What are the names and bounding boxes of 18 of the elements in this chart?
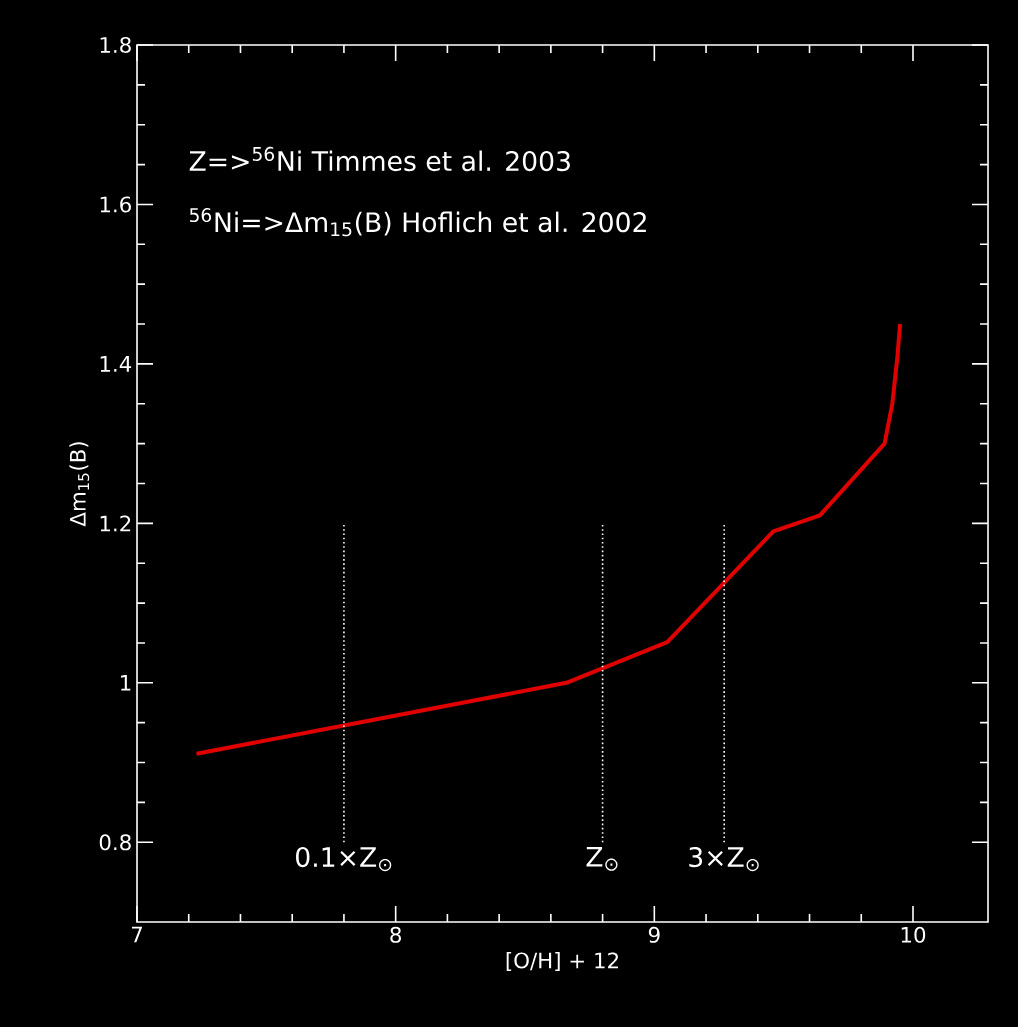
annotation: Z=>$^{56}$Ni Timmes et al. 2003 [189,146,570,172]
x-tick-label: 7 [131,926,142,943]
x-tick-label: 10 [901,926,926,943]
y-tick-label: 0.8 [99,834,131,851]
annotation: $^{56}$Ni=>Δm$_{15}$(B) Hoflich et al. 2002 [189,207,646,237]
y-tick-label: 1 [121,675,131,691]
y-tick-label: 1.4 [100,356,132,372]
y-tick-label: 1.6 [100,196,131,213]
annotation: Z$_{⊙}$ [586,846,618,871]
x-axis-title: [O/H] + 12 [506,952,618,972]
y-axis-title: Δm$_{15}$(B) [69,442,90,527]
y-tick-label: 1.2 [100,515,131,532]
annotation: 3×Z$_{⊙}$ [689,846,759,872]
line-series [194,322,903,756]
x-tick-label: 9 [648,926,660,943]
annotation: 0.1×Z$_{⊙}$ [296,846,392,872]
y-tick-label: 1.8 [100,36,131,54]
x-tick-label: 8 [390,926,401,943]
